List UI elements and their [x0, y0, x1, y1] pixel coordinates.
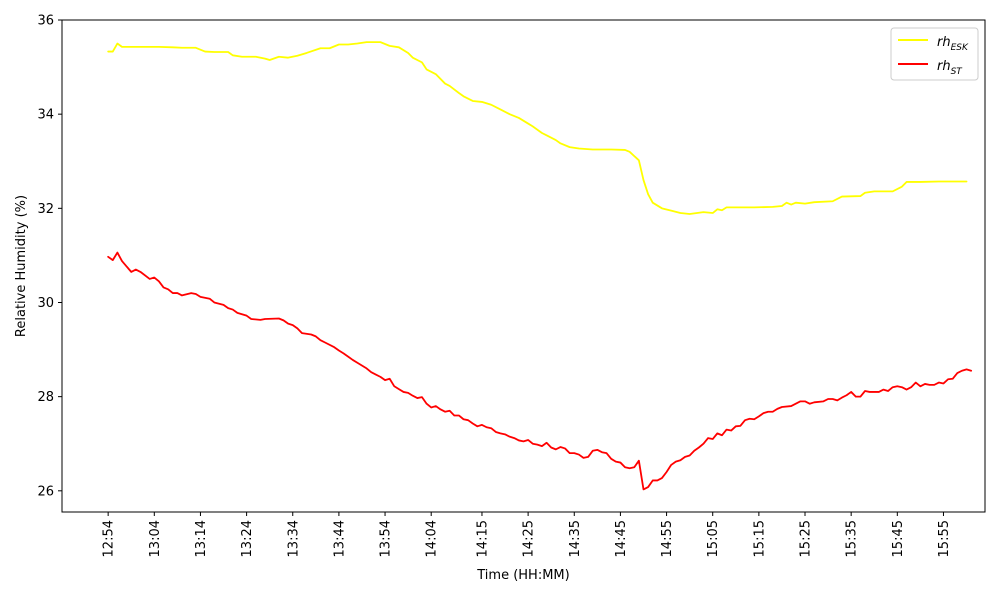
series-line-rh-esk [107, 41, 968, 215]
legend-label-rh-st-sub: ST [951, 67, 964, 77]
x-tick-label: 14:55 [660, 520, 675, 557]
x-tick-label: 14:45 [614, 520, 629, 557]
legend-label-rh-st: rhST [937, 59, 963, 77]
x-tick-label: 13:54 [379, 520, 394, 557]
x-tick-label: 15:55 [937, 520, 952, 557]
y-tick-label: 28 [37, 390, 54, 405]
x-tick-label: 13:14 [194, 520, 209, 557]
plot-area-background [62, 20, 985, 512]
legend-label-rh-esk: rhESK [937, 35, 969, 53]
series-line-rh-st [107, 251, 973, 491]
x-tick-label: 13:44 [332, 520, 347, 557]
legend-label-rh-esk-main: rh [937, 35, 951, 50]
x-tick-label: 15:45 [891, 520, 906, 557]
x-axis: 12:54 13:04 13:14 13:24 13:34 13:44 13:54 14:04… [102, 512, 952, 557]
x-tick-label: 15:15 [752, 520, 767, 557]
x-axis-label: Time (HH:MM) [476, 568, 569, 583]
y-tick-label: 32 [37, 202, 54, 217]
x-tick-label: 14:04 [425, 520, 440, 557]
y-tick-label: 30 [37, 296, 54, 311]
y-axis: 26 28 30 32 34 36 [37, 14, 62, 499]
x-tick-label: 12:54 [102, 520, 117, 557]
legend: rhESK rhST [890, 27, 979, 81]
legend-box [890, 27, 979, 81]
x-tick-label: 13:34 [286, 520, 301, 557]
x-tick-label: 14:15 [475, 520, 490, 557]
x-tick-label: 15:05 [706, 520, 721, 557]
x-tick-label: 13:24 [240, 520, 255, 557]
plot-area-frame [61, 19, 986, 513]
x-tick-label: 14:25 [522, 520, 537, 557]
x-tick-label: 15:25 [799, 520, 814, 557]
y-axis-label: Relative Humidity (%) [14, 195, 29, 337]
series-layer [107, 41, 973, 491]
x-tick-label: 13:04 [148, 520, 163, 557]
x-tick-label: 14:35 [568, 520, 583, 557]
x-tick-label: 15:35 [845, 520, 860, 557]
y-tick-label: 34 [37, 108, 54, 123]
y-tick-label: 36 [37, 14, 54, 29]
y-tick-label: 26 [37, 484, 54, 499]
legend-label-rh-st-main: rh [937, 59, 951, 74]
legend-label-rh-esk-sub: ESK [951, 43, 969, 53]
